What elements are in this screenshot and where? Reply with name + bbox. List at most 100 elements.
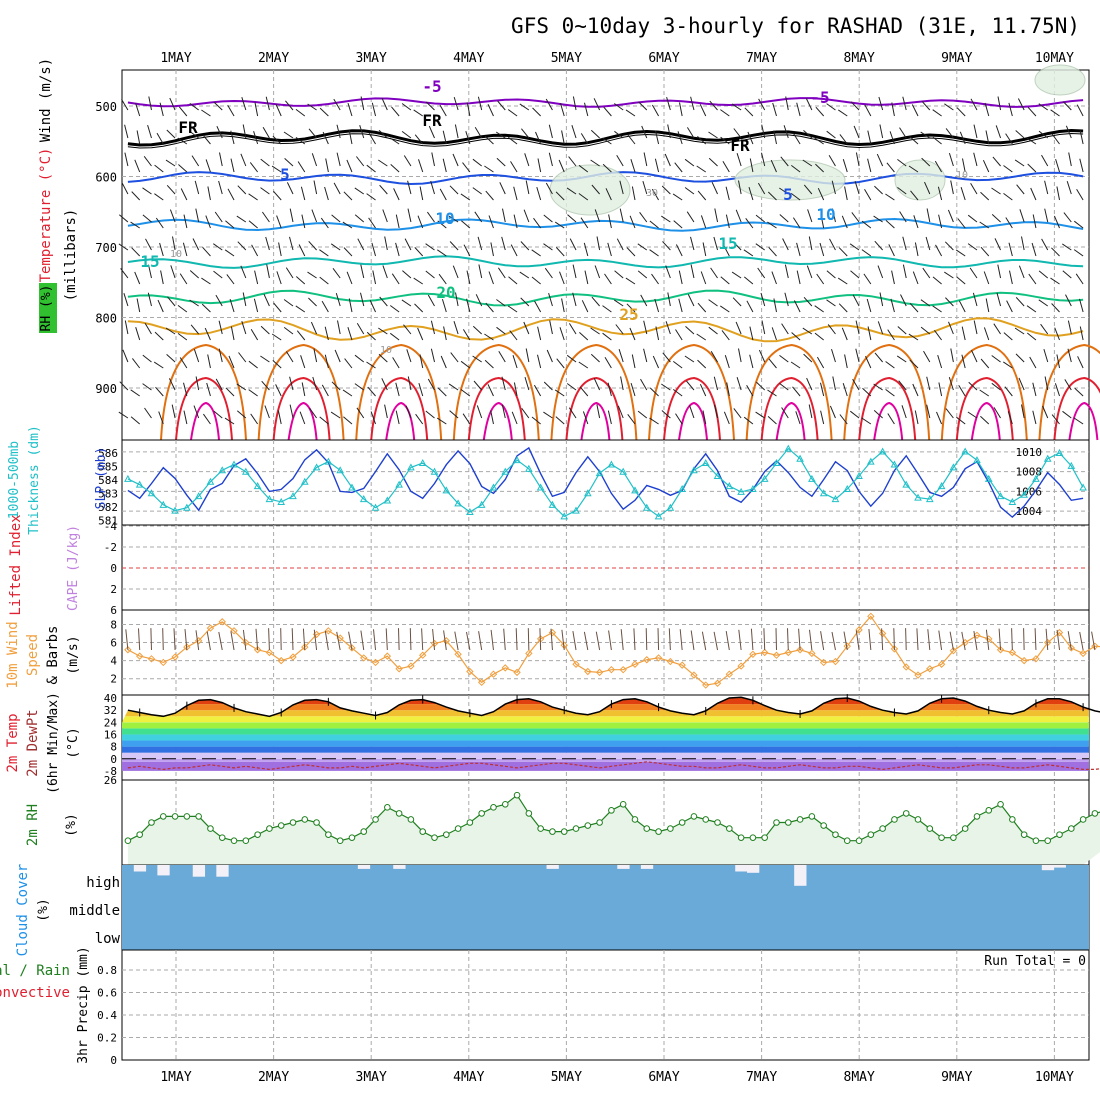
wind-barb xyxy=(193,349,200,363)
rh2m-unit-label: (%) xyxy=(64,813,79,836)
wind-barb xyxy=(311,153,318,167)
rh2m-point xyxy=(737,834,745,841)
wind-barb xyxy=(642,180,648,195)
thickness-point xyxy=(525,464,533,472)
wind-barb xyxy=(1041,238,1049,251)
wind-speed-point xyxy=(277,656,285,665)
wind-barb xyxy=(488,215,494,229)
wind-barb xyxy=(958,300,966,313)
wind-barb xyxy=(342,389,353,397)
wind-barb xyxy=(723,411,730,425)
wind-barb xyxy=(378,159,388,167)
wind-barb xyxy=(1065,125,1072,139)
wind-barb xyxy=(520,297,530,307)
wind-barb xyxy=(662,352,671,363)
wind-barb xyxy=(637,410,648,419)
temp-tick-label: 8 xyxy=(110,741,117,754)
wind-barb xyxy=(273,190,282,201)
wind-barb xyxy=(781,407,789,419)
wind-speed-point xyxy=(867,612,875,621)
wind-barb xyxy=(938,214,943,229)
wind10-barb xyxy=(998,628,1002,651)
wind-barb xyxy=(286,182,294,195)
wind-barb xyxy=(525,348,530,363)
wind-barb xyxy=(784,292,789,307)
wind-barb xyxy=(829,405,836,419)
wind-barb xyxy=(708,299,718,307)
wind-barb xyxy=(178,164,188,173)
wind-barb xyxy=(271,165,282,173)
isotherm-loop-40 xyxy=(287,401,318,441)
wind-barb xyxy=(832,208,836,223)
dewpt2m-line xyxy=(127,761,1100,771)
rh2m-point xyxy=(301,816,309,823)
wind10-barb xyxy=(843,631,848,651)
rh2m-point xyxy=(902,810,910,817)
rh2m-point xyxy=(784,819,792,826)
wind-barb xyxy=(189,270,199,279)
wind-barb xyxy=(675,244,683,257)
wind-barb xyxy=(120,268,129,279)
wind-barb xyxy=(1079,130,1084,145)
wind-barb xyxy=(521,128,530,139)
wind-speed-point xyxy=(631,660,639,668)
wind-barb xyxy=(160,270,164,285)
wind-speed-point xyxy=(124,646,132,654)
wind-barb xyxy=(533,384,542,397)
wind10-barb xyxy=(515,628,518,651)
wind-barb xyxy=(772,102,777,117)
wind-barb xyxy=(838,303,848,313)
wind-barb xyxy=(450,352,459,363)
wind-barb xyxy=(460,360,471,369)
rh2m-point xyxy=(171,813,179,820)
wind-barb xyxy=(749,158,754,173)
wind-barb xyxy=(1044,376,1049,391)
wind-barb xyxy=(997,96,1002,111)
wind-speed-point xyxy=(407,662,415,670)
wind-barb xyxy=(613,299,624,307)
wind-speed-point xyxy=(819,658,828,667)
wind-barb xyxy=(1074,387,1084,397)
wind-barb xyxy=(555,191,565,201)
wind-barb xyxy=(134,271,141,285)
wind10-barb xyxy=(1067,631,1072,651)
wind-barb xyxy=(496,157,506,167)
wind-barb xyxy=(356,323,365,335)
wind-barb xyxy=(590,353,600,363)
rh-axis-label: RH (%) xyxy=(39,285,54,332)
wind-barb xyxy=(460,193,471,201)
wind-barb xyxy=(484,359,494,369)
wind-barb xyxy=(307,271,317,279)
temp-tick-label: 16 xyxy=(104,728,117,741)
wind-barb xyxy=(215,294,223,307)
wind-barb xyxy=(1079,298,1084,313)
wind-barb xyxy=(1028,273,1037,285)
wind-barb xyxy=(382,209,388,223)
wind-barb xyxy=(484,333,494,341)
wind-barb xyxy=(183,410,188,425)
wind-barb xyxy=(731,103,742,111)
rh2m-axis-label: 2m RH xyxy=(25,804,41,846)
thickness-point xyxy=(1043,454,1052,462)
wind10-barb xyxy=(725,631,730,651)
wind-barb xyxy=(144,407,152,419)
wind-barb xyxy=(924,181,931,195)
wind-barb xyxy=(973,152,978,167)
wind-speed-point xyxy=(147,655,156,663)
wind-barb xyxy=(143,155,152,167)
wind-barb xyxy=(523,321,530,335)
wind-barb xyxy=(920,131,931,139)
wind-barb xyxy=(864,188,872,201)
wind-barb xyxy=(608,214,612,229)
wind-barb xyxy=(142,383,152,391)
rh2m-point xyxy=(419,828,427,835)
wind-barb xyxy=(807,209,813,223)
wind-barb xyxy=(555,247,565,257)
thickness-point xyxy=(725,482,734,490)
wind-barb xyxy=(863,273,872,285)
wind-barb xyxy=(513,382,518,397)
wind-barb xyxy=(448,383,459,391)
wind-barb xyxy=(1067,348,1072,363)
thickness-point xyxy=(395,480,403,488)
wind-barb xyxy=(1077,356,1084,369)
